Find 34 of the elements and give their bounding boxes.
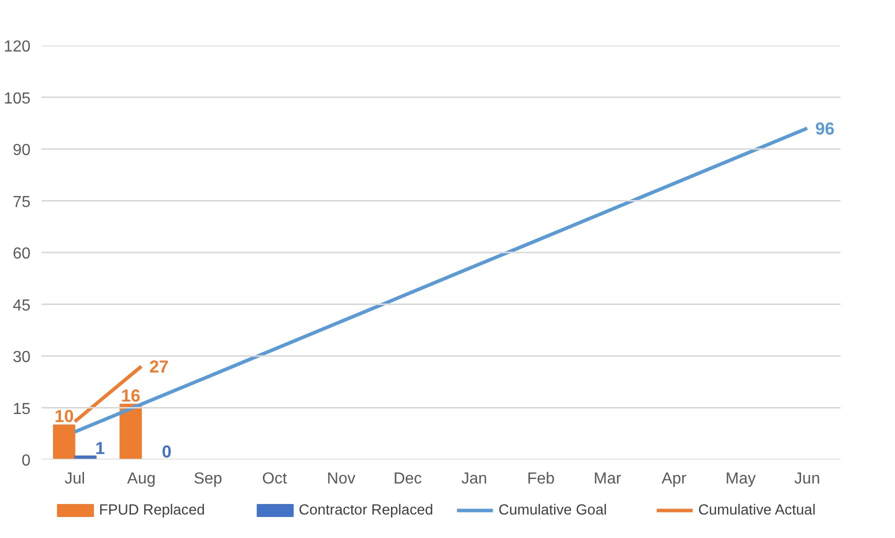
- data-label: 1: [95, 438, 106, 458]
- y-tick-label: 90: [12, 142, 31, 159]
- y-tick-label: 0: [22, 452, 31, 470]
- y-tick-label: 45: [12, 297, 31, 314]
- line-series: [73, 126, 809, 434]
- x-tick-label: Jun: [794, 470, 820, 488]
- y-tick-label: 75: [12, 194, 31, 211]
- x-tick-label: Nov: [326, 470, 356, 488]
- data-label: 27: [149, 356, 169, 376]
- x-tick-label: Feb: [527, 470, 555, 488]
- data-label: 10: [54, 406, 74, 426]
- x-tick-label: Mar: [594, 470, 622, 488]
- x-tick-label: Jan: [461, 470, 488, 488]
- data-label: 0: [162, 442, 172, 462]
- data-label: 16: [121, 385, 141, 406]
- y-tick-label: 60: [12, 246, 31, 262]
- y-tick-label: 105: [4, 90, 31, 108]
- x-tick-label: Sep: [194, 470, 222, 488]
- legend-label: Cumulative Goal: [498, 502, 607, 518]
- x-tick-label: Oct: [262, 470, 288, 488]
- x-tick-label: Dec: [393, 470, 422, 488]
- y-tick-label: 30: [12, 349, 31, 366]
- bar: [52, 424, 76, 460]
- data-label: 96: [815, 118, 835, 138]
- y-tick-label: 15: [12, 400, 31, 418]
- x-tick-label: Apr: [662, 470, 688, 488]
- legend-label: Contractor Replaced: [298, 502, 434, 518]
- y-tick-label: 120: [4, 38, 31, 56]
- x-tick-label: Aug: [127, 470, 156, 488]
- x-tick-label: May: [726, 470, 756, 488]
- bar: [120, 404, 142, 460]
- legend-label: Cumulative Actual: [698, 502, 816, 518]
- legend-label: FPUD Replaced: [99, 502, 205, 518]
- x-tick-label: Jul: [64, 470, 86, 488]
